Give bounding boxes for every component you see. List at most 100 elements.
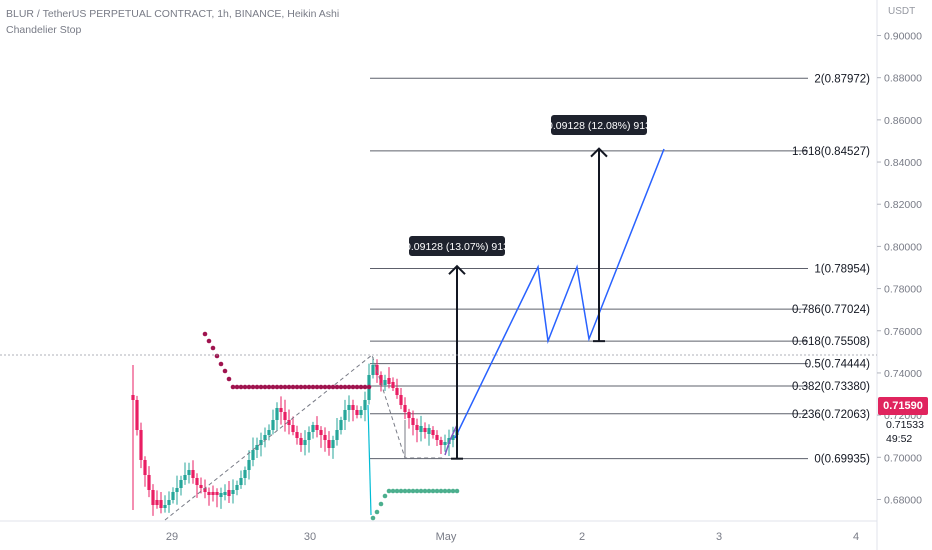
secondary-price-label: 0.71533 (886, 419, 924, 431)
stop-dot (454, 488, 460, 494)
candle-body (315, 425, 319, 430)
candle-body (307, 432, 311, 440)
stop-dot (326, 384, 332, 390)
candle-body (319, 430, 323, 435)
stop-dot (434, 488, 440, 494)
candle-body (387, 378, 391, 384)
stop-dot (382, 493, 388, 499)
stop-dot (230, 384, 236, 390)
bar-countdown: 49:52 (886, 433, 913, 445)
candle-body (183, 475, 187, 480)
stop-dot (294, 384, 300, 390)
price-tick-label: 0.68000 (884, 494, 922, 506)
fib-level-label: 0.5(0.74444) (805, 359, 870, 371)
candle-body (263, 435, 267, 440)
price-tick-label: 0.88000 (884, 73, 922, 85)
chandelier-stop-series (202, 331, 460, 521)
stop-dot (218, 361, 224, 367)
pattern-line (367, 404, 372, 516)
stop-dot (422, 488, 428, 494)
candle-body (275, 408, 279, 420)
candle-body (235, 485, 239, 490)
candle-body (147, 475, 151, 490)
candle-body (439, 440, 443, 445)
candle-body (399, 395, 403, 405)
measure-label-box (409, 236, 505, 256)
candle-body (279, 408, 283, 412)
pattern-line (444, 424, 458, 456)
candle-body (207, 492, 211, 495)
candle-body (255, 445, 259, 450)
stop-dot (322, 384, 328, 390)
indicator-label[interactable]: Chandelier Stop (6, 24, 82, 36)
stop-dot (214, 353, 220, 359)
stop-dot (398, 488, 404, 494)
pattern-dashed-line (164, 354, 445, 521)
fib-level-label: 0.618(0.75508) (792, 336, 870, 348)
time-tick-label: 30 (304, 531, 316, 543)
candle-body (267, 430, 271, 435)
candle-body (355, 410, 359, 415)
projection-path[interactable] (454, 148, 665, 439)
candle-body (415, 425, 419, 430)
candle-body (347, 405, 351, 410)
price-axis-unit: USDT (888, 6, 916, 17)
stop-dot (258, 384, 264, 390)
candle-body (295, 432, 299, 438)
candle-body (391, 382, 395, 388)
stop-dot (338, 384, 344, 390)
price-tick-label: 0.90000 (884, 31, 922, 43)
stop-dot (226, 376, 232, 382)
candle-body (451, 435, 455, 440)
fib-level-label: 1(0.78954) (814, 263, 870, 275)
price-tick-label: 0.78000 (884, 284, 922, 296)
stop-dot (282, 384, 288, 390)
candle-body (339, 420, 343, 430)
candle-body (179, 480, 183, 488)
stop-dot (346, 384, 352, 390)
stop-dot (298, 384, 304, 390)
candle-body (195, 478, 199, 485)
candle-body (155, 500, 159, 505)
measurement-tools[interactable]: 0.09128 (13.07%) 913 0.09128 (12.08%) 913 (405, 115, 651, 460)
candle-body (187, 470, 191, 475)
candle-body (407, 412, 411, 418)
stop-dot (442, 488, 448, 494)
stop-dot (222, 368, 228, 374)
measure-label: 0.09128 (12.08%) 913 (547, 120, 651, 132)
candle-body (435, 435, 439, 440)
fibonacci-retracement[interactable]: 2(0.87972) 1.618(0.84527) 1(0.78954) 0.786(… (370, 73, 870, 466)
stop-dot (446, 488, 452, 494)
stop-dot (330, 384, 336, 390)
price-tick-label: 0.76000 (884, 326, 922, 338)
candle-body (231, 490, 235, 494)
stop-dot (450, 488, 456, 494)
fib-level-label: 0.382(0.73380) (792, 381, 870, 393)
candle-body (271, 420, 275, 430)
candle-body (395, 388, 399, 395)
candle-body (251, 450, 255, 460)
candle-body (139, 430, 143, 460)
stop-dot (290, 384, 296, 390)
time-tick-label: 2 (579, 531, 585, 543)
stop-dot (206, 338, 212, 344)
fib-level-label: 0(0.69935) (814, 454, 870, 466)
stop-dot (242, 384, 248, 390)
stop-dot (254, 384, 260, 390)
candle-body (203, 488, 207, 492)
candle-body (143, 460, 147, 475)
candle-body (175, 488, 179, 492)
candle-body (311, 425, 315, 432)
stop-dot (378, 501, 384, 507)
stop-dot (238, 384, 244, 390)
stop-dot (286, 384, 292, 390)
candle-body (243, 470, 247, 478)
candle-body (411, 418, 415, 425)
stop-dot (350, 384, 356, 390)
stop-dot (426, 488, 432, 494)
stop-dot (262, 384, 268, 390)
candle-body (227, 490, 231, 496)
stop-dot (406, 488, 412, 494)
stop-dot (274, 384, 280, 390)
